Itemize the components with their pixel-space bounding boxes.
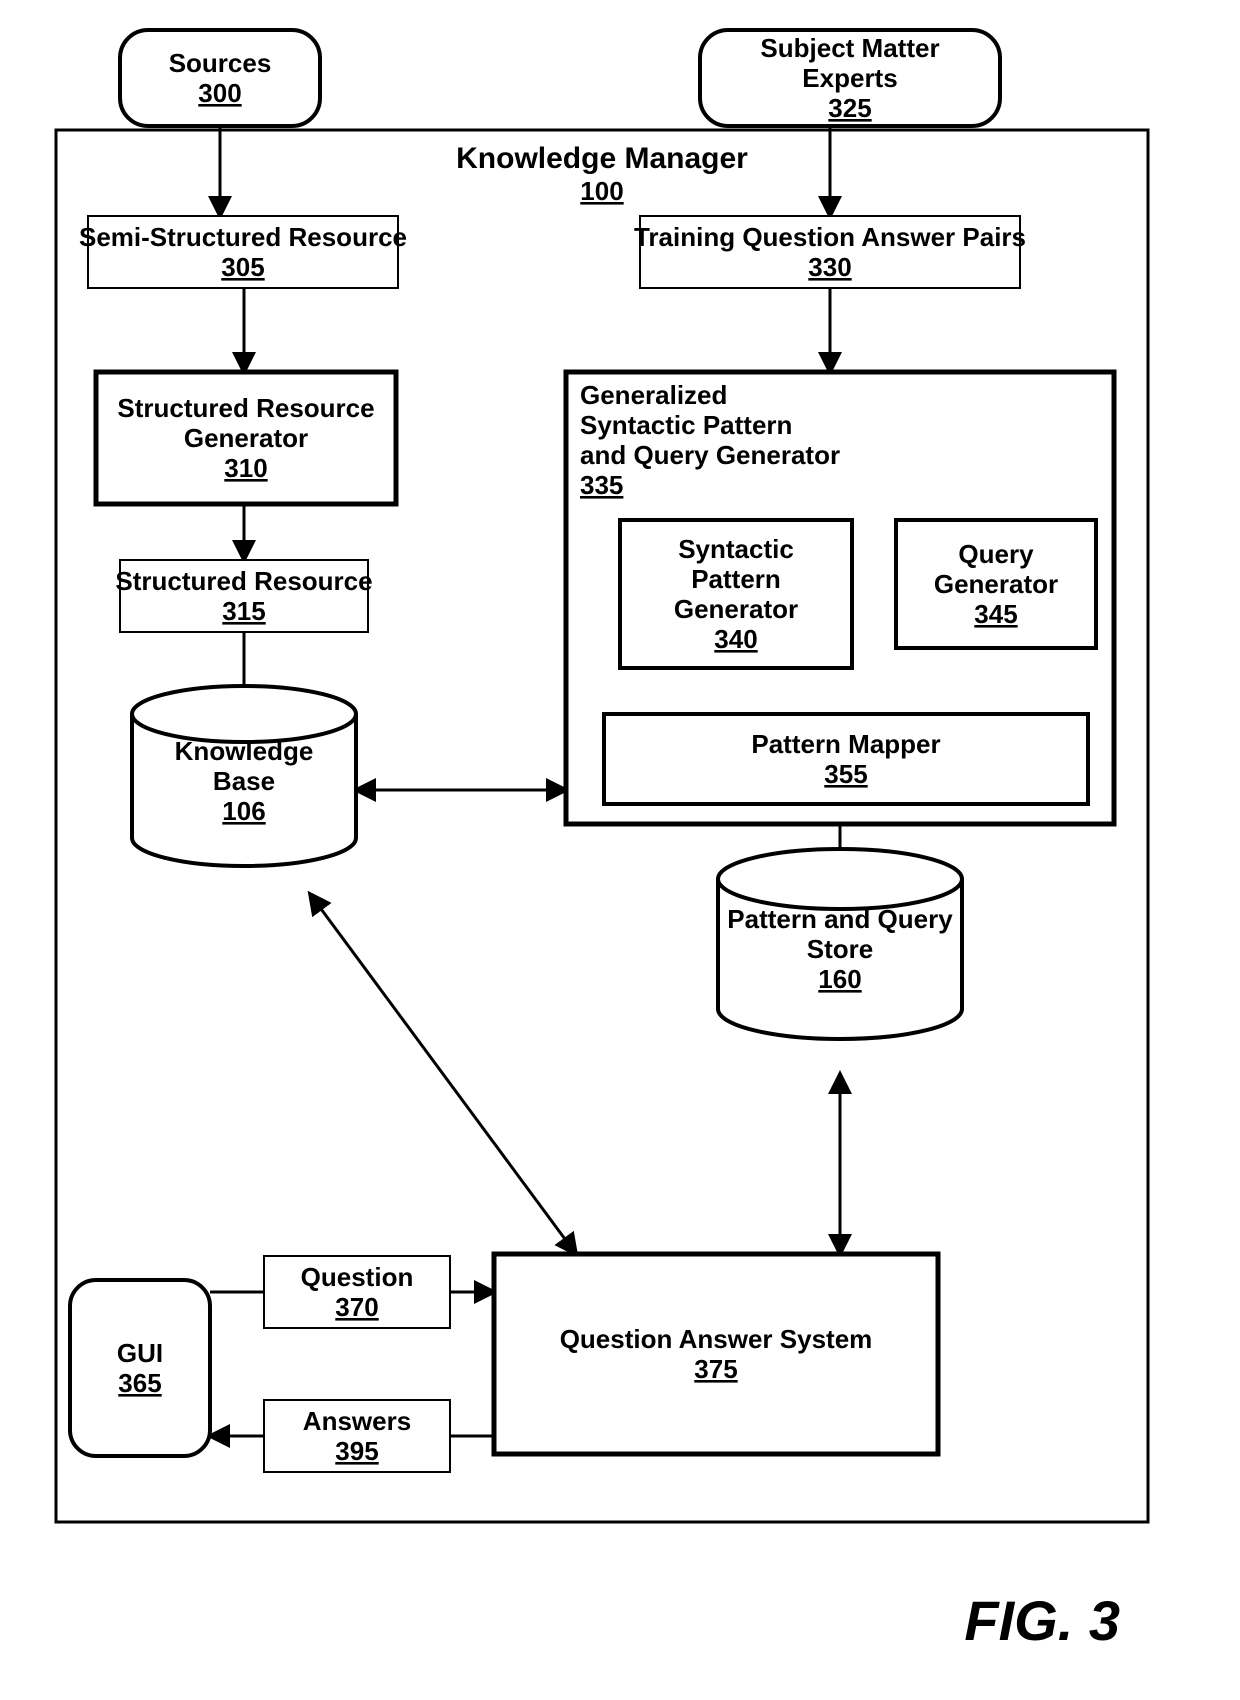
kb-ref: 106 bbox=[222, 796, 265, 826]
pqs-label-1: Store bbox=[807, 934, 873, 964]
kb-label-0: Knowledge bbox=[175, 736, 314, 766]
spg-ref: 340 bbox=[714, 624, 757, 654]
qas-ref: 375 bbox=[694, 1354, 737, 1384]
pqs-lid bbox=[718, 849, 962, 909]
qg-label-0: Query bbox=[958, 539, 1034, 569]
sources-ref: 300 bbox=[198, 78, 241, 108]
answers-label-0: Answers bbox=[303, 1406, 411, 1436]
pm-ref: 355 bbox=[824, 759, 867, 789]
question-label-0: Question bbox=[301, 1262, 414, 1292]
spg-label-2: Generator bbox=[674, 594, 798, 624]
gbox-title-2: and Query Generator bbox=[580, 440, 840, 470]
kb-lid bbox=[132, 686, 356, 742]
answers-ref: 395 bbox=[335, 1436, 378, 1466]
pqs-label-0: Pattern and Query bbox=[727, 904, 953, 934]
figure-label: FIG. 3 bbox=[964, 1589, 1120, 1652]
sme-label-0: Subject Matter bbox=[760, 33, 939, 63]
tqap-ref: 330 bbox=[808, 252, 851, 282]
gbox-ref: 335 bbox=[580, 470, 623, 500]
question-ref: 370 bbox=[335, 1292, 378, 1322]
semi-label-0: Semi-Structured Resource bbox=[79, 222, 407, 252]
qg-label-1: Generator bbox=[934, 569, 1058, 599]
sources-label-0: Sources bbox=[169, 48, 272, 78]
tqap-label-0: Training Question Answer Pairs bbox=[634, 222, 1026, 252]
sres-ref: 315 bbox=[222, 596, 265, 626]
spg-label-0: Syntactic bbox=[678, 534, 794, 564]
pm-label-0: Pattern Mapper bbox=[751, 729, 940, 759]
gbox-title-1: Syntactic Pattern bbox=[580, 410, 792, 440]
sres-label-0: Structured Resource bbox=[115, 566, 372, 596]
gui-label-0: GUI bbox=[117, 1338, 163, 1368]
sme-ref: 325 bbox=[828, 93, 871, 123]
spg-label-1: Pattern bbox=[691, 564, 781, 594]
km-ref: 100 bbox=[580, 176, 623, 206]
gui-ref: 365 bbox=[118, 1368, 161, 1398]
srg-label-1: Generator bbox=[184, 423, 308, 453]
sme-label-1: Experts bbox=[802, 63, 897, 93]
kb-label-1: Base bbox=[213, 766, 275, 796]
gbox-title-0: Generalized bbox=[580, 380, 727, 410]
km-title: Knowledge Manager bbox=[456, 142, 748, 175]
srg-label-0: Structured Resource bbox=[117, 393, 374, 423]
semi-ref: 305 bbox=[221, 252, 264, 282]
qg-ref: 345 bbox=[974, 599, 1017, 629]
qas-label-0: Question Answer System bbox=[560, 1324, 873, 1354]
pqs-ref: 160 bbox=[818, 964, 861, 994]
srg-ref: 310 bbox=[224, 453, 267, 483]
